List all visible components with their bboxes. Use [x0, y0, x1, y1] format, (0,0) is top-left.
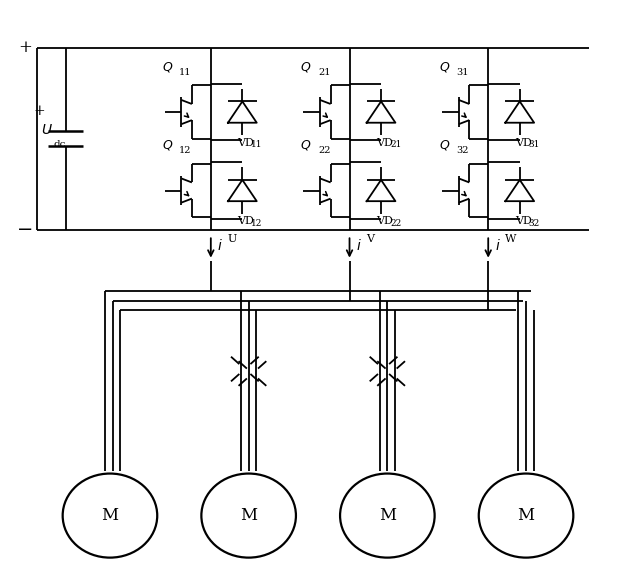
- Text: M: M: [240, 507, 257, 524]
- Text: 21: 21: [390, 140, 401, 149]
- Text: VD: VD: [238, 138, 254, 148]
- Text: $Q$: $Q$: [162, 139, 173, 152]
- Text: $Q$: $Q$: [439, 60, 450, 74]
- Text: VD: VD: [238, 216, 254, 226]
- Text: 32: 32: [457, 146, 469, 155]
- Text: 11: 11: [179, 68, 192, 77]
- Text: 12: 12: [179, 146, 192, 155]
- Text: 22: 22: [318, 146, 331, 155]
- Text: −: −: [17, 221, 33, 239]
- Text: 31: 31: [529, 140, 540, 149]
- Text: W: W: [505, 234, 516, 245]
- Text: 11: 11: [251, 140, 263, 149]
- Text: VD: VD: [377, 216, 393, 226]
- Text: $Q$: $Q$: [300, 139, 312, 152]
- Text: $U$: $U$: [41, 123, 53, 138]
- Text: $Q$: $Q$: [439, 139, 450, 152]
- Text: $Q$: $Q$: [162, 60, 173, 74]
- Text: 32: 32: [529, 219, 540, 228]
- Text: M: M: [379, 507, 396, 524]
- Text: +: +: [18, 39, 32, 56]
- Text: 31: 31: [457, 68, 469, 77]
- Text: U: U: [228, 234, 237, 245]
- Text: $i$: $i$: [495, 238, 501, 253]
- Text: dc: dc: [53, 140, 66, 149]
- Text: 22: 22: [390, 219, 401, 228]
- Text: +: +: [34, 104, 45, 118]
- Text: $i$: $i$: [217, 238, 223, 253]
- Text: M: M: [518, 507, 535, 524]
- Text: VD: VD: [377, 138, 393, 148]
- Text: VD: VD: [515, 216, 532, 226]
- Text: VD: VD: [515, 138, 532, 148]
- Text: V: V: [366, 234, 375, 245]
- Text: 21: 21: [318, 68, 331, 77]
- Text: $Q$: $Q$: [300, 60, 312, 74]
- Text: M: M: [101, 507, 118, 524]
- Text: $i$: $i$: [356, 238, 362, 253]
- Text: 12: 12: [251, 219, 263, 228]
